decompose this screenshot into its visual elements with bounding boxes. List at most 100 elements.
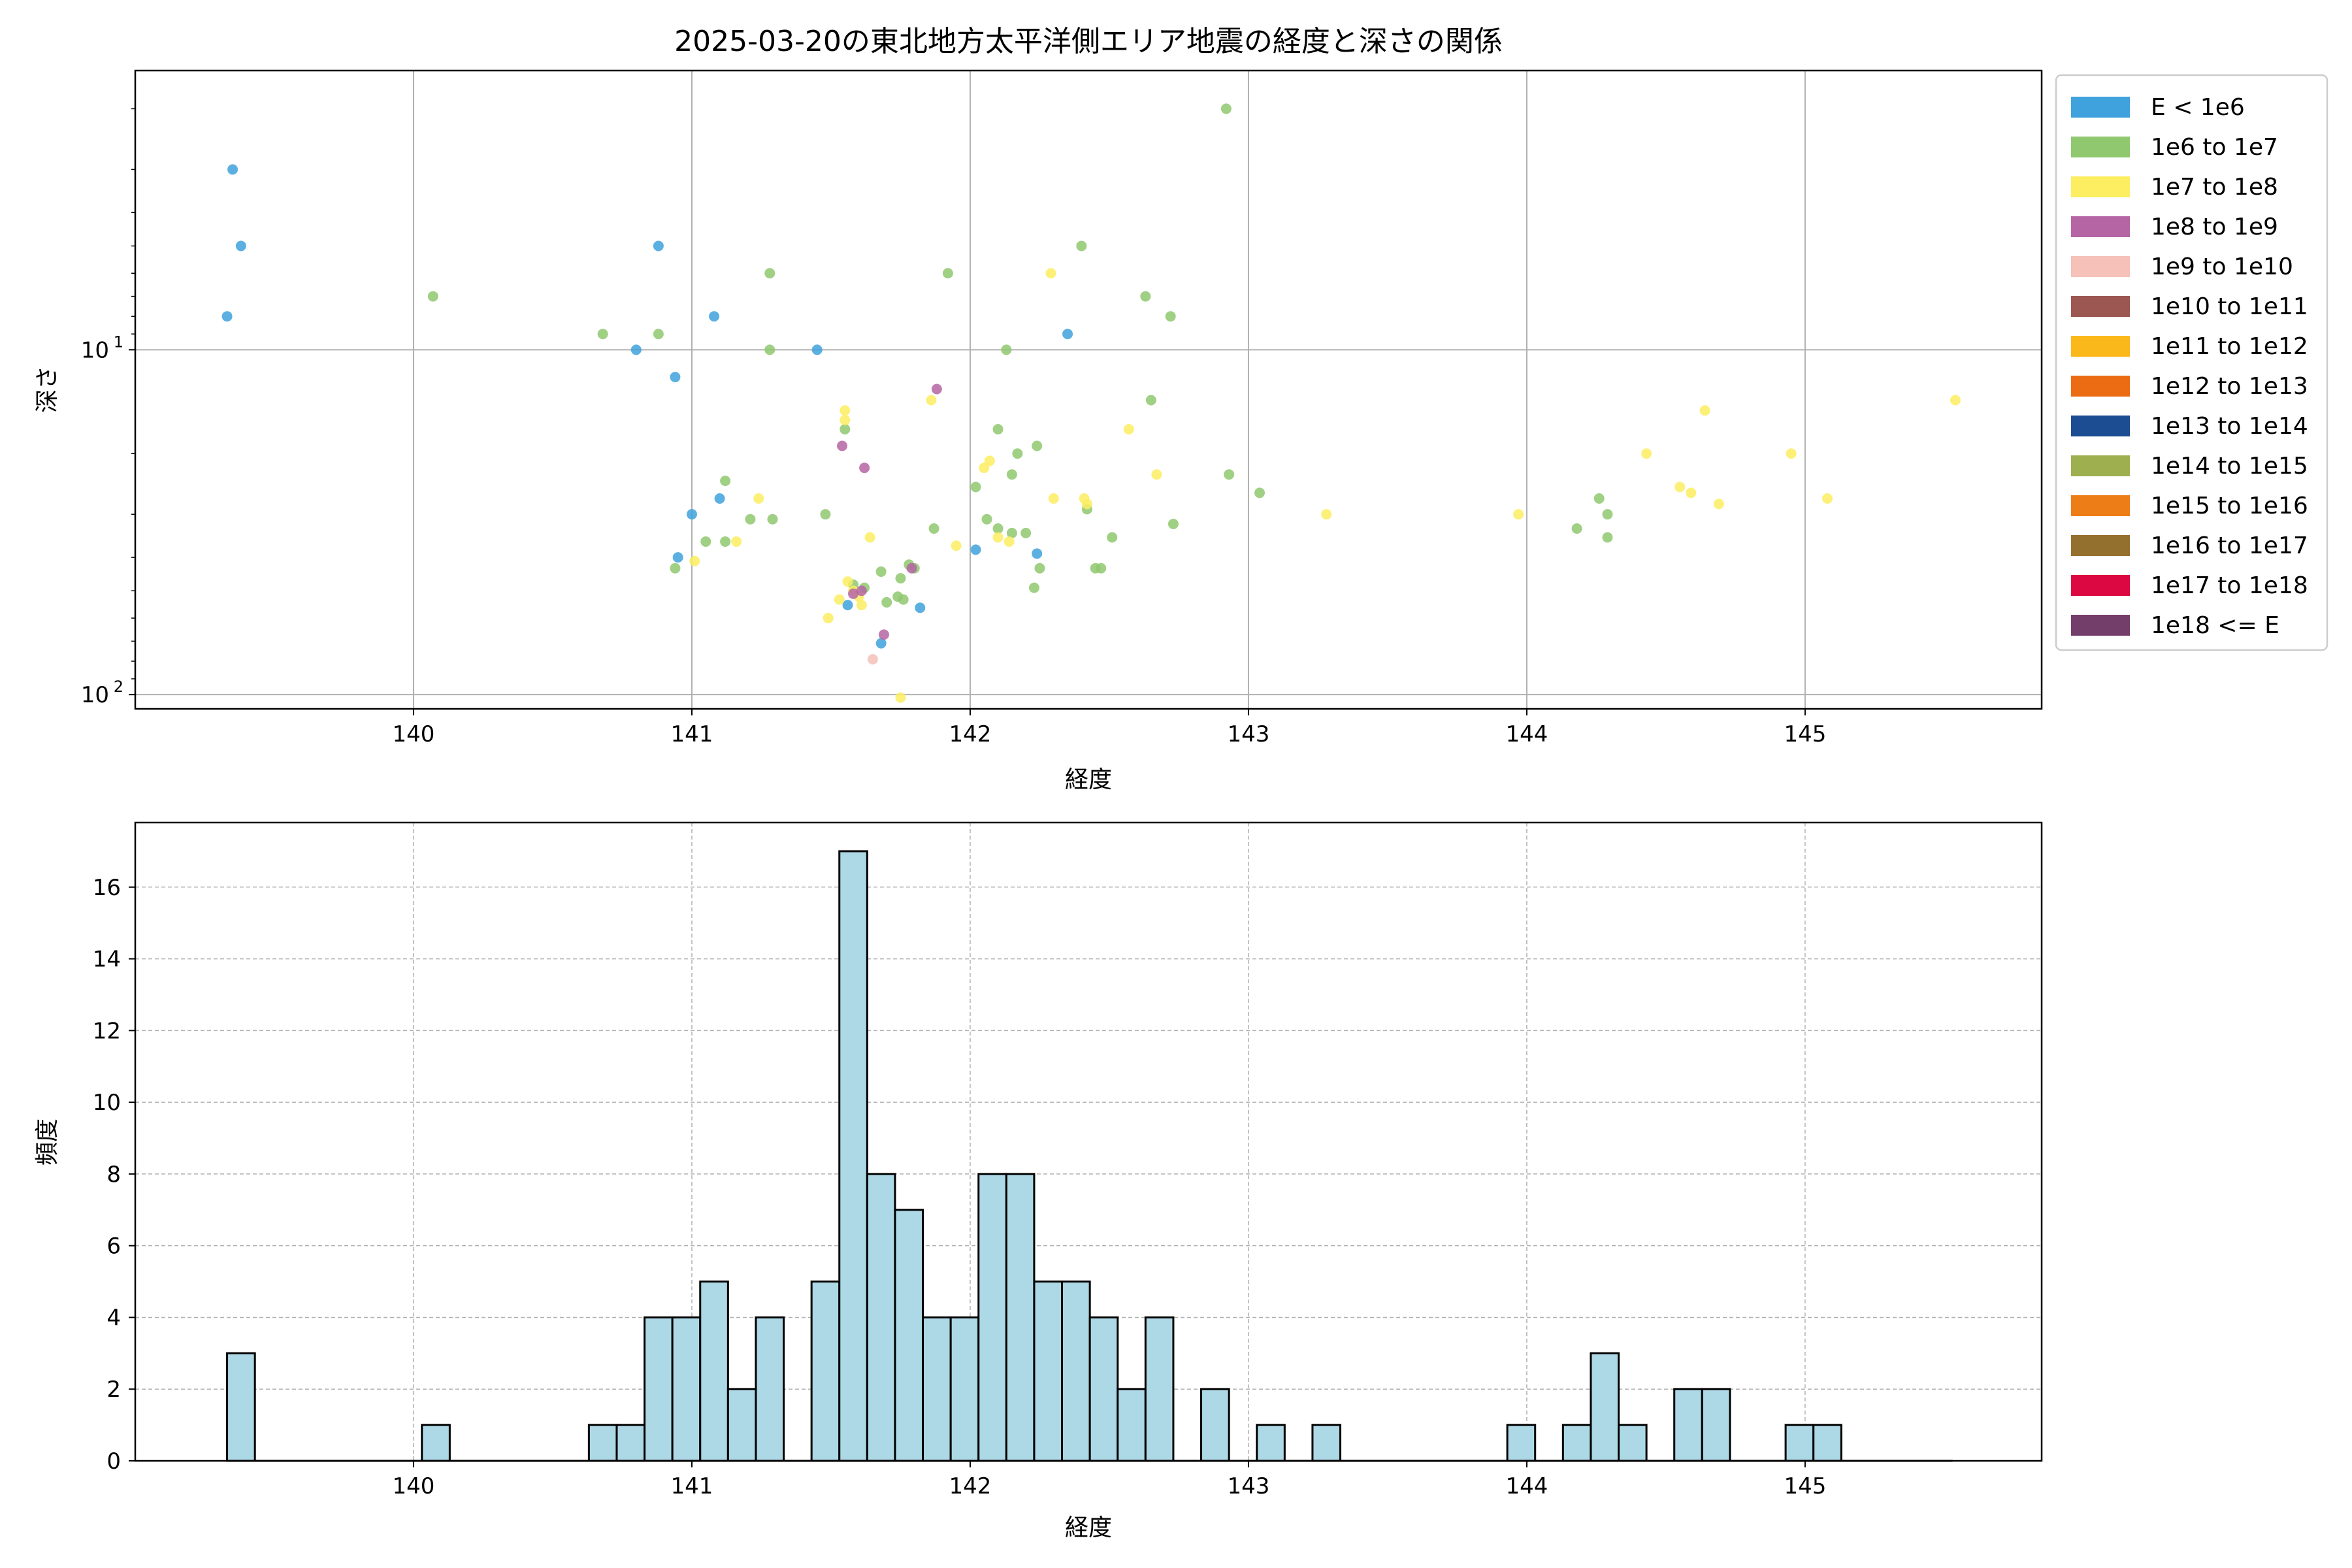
scatter-point [227,164,238,175]
scatter-x-tick-label: 142 [949,721,992,747]
scatter-point [686,509,697,520]
legend-label: 1e10 to 1e11 [2151,293,2308,320]
histogram-bar [1812,1424,1842,1462]
scatter-x-tick-label: 144 [1505,721,1548,747]
histogram-bar [1590,1352,1620,1462]
scatter-point [1571,523,1582,534]
scatter-point [1107,532,1118,543]
scatter-point [1151,469,1162,480]
scatter-point [670,563,681,574]
legend-swatch [2071,216,2130,237]
scatter-point [820,509,831,520]
histogram-bar [866,1173,896,1462]
scatter-point [1076,240,1087,252]
scatter-x-tick-label: 141 [671,721,713,747]
scatter-point [1602,509,1613,520]
scatter-point [895,573,906,584]
scatter-point [823,613,834,624]
legend-label: 1e8 to 1e9 [2151,214,2278,240]
scatter-point [1004,536,1015,547]
scatter-point [764,268,776,279]
scatter-point [1006,469,1017,480]
legend-label: 1e11 to 1e12 [2151,333,2308,360]
scatter-point [834,594,845,605]
histogram-bar [977,1173,1007,1462]
legend-label: E < 1e6 [2151,94,2245,121]
scatter-point [1641,448,1652,459]
legend-swatch [2071,495,2130,516]
histogram-panel: 140 141 142 143 144 145 0 2 4 6 8 10 12 14 16 経度 頻度 [34,821,2043,1541]
scatter-point [928,523,939,534]
legend-label: 1e9 to 1e10 [2151,253,2293,280]
legend-swatch [2071,615,2130,636]
histogram-bar [894,1209,924,1462]
scatter-point [1168,518,1179,529]
legend-label: 1e17 to 1e18 [2151,572,2308,599]
histogram-bar [1784,1424,1815,1462]
scatter-x-ticks: 140 141 142 143 144 145 [393,709,1826,747]
scatter-point [906,563,917,574]
histogram-x-tick-label: 145 [1784,1473,1826,1499]
scatter-point [221,311,233,322]
scatter-point [859,463,870,474]
histogram-bar [922,1316,952,1462]
scatter-point [1081,498,1092,510]
scatter-point [731,536,742,547]
legend-swatch [2071,97,2130,118]
scatter-x-tick-label: 140 [393,721,435,747]
scatter-point [709,311,720,322]
scatter-point [898,594,909,605]
scatter-point [653,329,664,340]
scatter-point [970,482,981,493]
histogram-bar [1618,1424,1648,1462]
scatter-point [1045,268,1056,279]
scatter-point [1028,582,1039,593]
histogram-bar [644,1316,674,1462]
scatter-point [689,555,700,566]
legend-swatch [2071,575,2130,596]
histogram-y-tick-label: 10 [93,1090,121,1116]
scatter-point [837,440,848,451]
scatter-point [840,405,851,416]
scatter-point [1686,487,1697,498]
histogram-bar [838,850,868,1462]
histogram-x-tick-label: 141 [671,1473,713,1499]
histogram-bar [810,1281,841,1462]
legend-swatch [2071,535,2130,556]
histogram-bar [755,1316,785,1462]
scatter-points [221,103,1961,703]
scatter-point [951,540,962,551]
scatter-point [235,240,246,252]
scatter-x-tick-label: 145 [1784,721,1826,747]
scatter-y-tick-exponent: 1 [114,333,123,351]
histogram-bar [1144,1316,1175,1462]
scatter-point [992,423,1004,434]
legend-label: 1e14 to 1e15 [2151,453,2308,480]
histogram-bar [1061,1281,1091,1462]
scatter-point [848,588,859,599]
scatter-x-tick-label: 143 [1227,721,1269,747]
scatter-panel: 2025-03-20の東北地方太平洋側エリア地震の経度と深さの関係 140 141… [34,25,2328,793]
legend-items: E < 1e6 1e6 to 1e7 1e7 to 1e8 1e8 to 1e9 1e9… [2071,94,2308,639]
scatter-grid [135,71,2042,709]
histogram-bar [1561,1424,1592,1462]
scatter-point [767,514,778,525]
histogram-bar [1088,1316,1119,1462]
histogram-bar [1200,1388,1230,1462]
histogram-bar [671,1316,702,1462]
scatter-point [895,692,906,703]
scatter-point [1006,527,1017,538]
histogram-bar [226,1352,256,1462]
scatter-point [970,544,981,555]
scatter-point [1821,493,1833,504]
histogram-y-tick-label: 4 [106,1305,121,1331]
scatter-x-axis-label: 経度 [1065,766,1112,793]
histogram-bar [1005,1173,1036,1462]
scatter-point [1012,448,1023,459]
histogram-bar [1033,1281,1064,1462]
scatter-point [931,384,942,395]
legend-swatch [2071,176,2130,197]
scatter-point [714,493,725,504]
